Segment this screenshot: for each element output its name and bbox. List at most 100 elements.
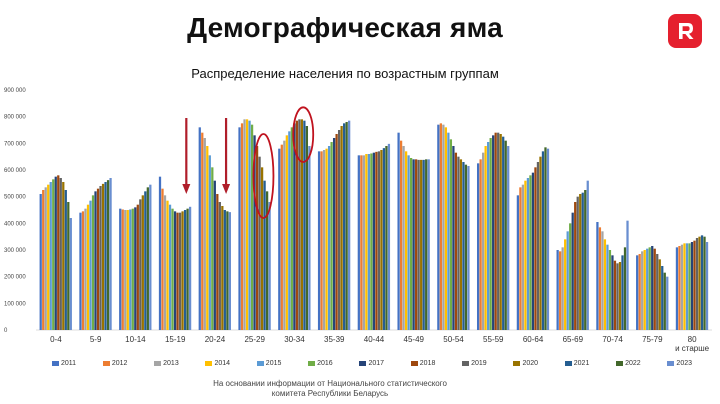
bar-65-69-2014: [564, 239, 567, 330]
bar-20-24-2022: [226, 211, 229, 330]
bar-5-9-2020: [101, 183, 105, 330]
bar-70-74-2020: [618, 262, 622, 330]
bar-55-59-2019: [497, 132, 500, 330]
bar-40-44-2023: [387, 143, 391, 330]
brand-logo: [668, 14, 702, 48]
bar-60-64-2016: [529, 175, 532, 330]
legend-label: 2017: [368, 360, 385, 367]
bar-55-59-2014: [484, 146, 487, 330]
bar-60-64-2011: [516, 195, 520, 330]
bar-10-14-2015: [129, 209, 132, 330]
bar-40-44-2021: [382, 148, 386, 330]
bar-50-54-2017: [452, 146, 455, 330]
bar-80 и старше-2022: [703, 236, 706, 330]
bar-0-4-2023: [69, 218, 72, 330]
bar-50-54-2018: [454, 152, 458, 330]
bar-0-4-2016: [52, 179, 55, 330]
bar-60-64-2015: [526, 178, 530, 330]
bar-20-24-2015: [208, 155, 211, 330]
bar-40-44-2013: [362, 155, 365, 330]
bar-25-29-2018: [255, 146, 259, 330]
bar-45-49-2012: [399, 140, 403, 330]
bar-35-39-2013: [322, 150, 326, 330]
bar-25-29-2012: [240, 123, 244, 330]
bar-45-49-2017: [412, 159, 415, 330]
bar-5-9-2022: [106, 180, 110, 330]
legend-swatch: [513, 361, 521, 366]
y-tick-label: 600 000: [4, 168, 26, 174]
x-tick-label: 45-49: [404, 335, 425, 344]
bar-45-49-2016: [410, 158, 413, 330]
bar-20-24-2011: [198, 127, 201, 330]
bar-25-29-2014: [245, 119, 249, 330]
bar-65-69-2021: [581, 192, 584, 330]
bar-15-19-2019: [178, 212, 182, 330]
bar-30-34-2023: [308, 146, 311, 330]
bar-15-19-2015: [168, 204, 172, 330]
bar-65-69-2013: [561, 247, 564, 330]
bar-60-64-2021: [541, 151, 545, 330]
bar-35-39-2015: [327, 146, 331, 330]
bar-70-74-2023: [626, 220, 629, 330]
bar-35-39-2020: [340, 126, 343, 330]
bar-75-79-2020: [658, 259, 661, 330]
bar-0-4-2021: [64, 190, 67, 330]
y-tick-label: 700 000: [4, 141, 26, 147]
bar-65-69-2015: [566, 231, 569, 330]
legend-item-2013: 2013: [154, 360, 179, 367]
bar-20-24-2018: [216, 194, 219, 330]
bar-0-4-2015: [49, 182, 52, 330]
y-tick-label: 900 000: [4, 88, 26, 94]
bar-80 и старше-2023: [705, 242, 709, 330]
bar-70-74-2018: [613, 260, 617, 330]
x-tick-label: 40-44: [364, 335, 385, 344]
bar-80 и старше-2012: [678, 246, 681, 330]
bar-45-49-2019: [417, 159, 420, 330]
bar-5-9-2023: [109, 178, 112, 330]
bar-0-4-2013: [44, 187, 47, 330]
bar-50-54-2021: [462, 162, 465, 330]
bar-60-64-2019: [536, 162, 540, 330]
bar-20-24-2019: [218, 202, 221, 330]
bar-5-9-2015: [89, 200, 92, 330]
legend-label: 2018: [419, 360, 436, 367]
bar-25-29-2020: [260, 167, 264, 330]
legend-label: 2021: [573, 360, 590, 367]
annotation-arrow-head: [222, 184, 231, 194]
bar-10-14-2021: [144, 191, 147, 330]
bar-70-74-2017: [611, 255, 614, 330]
bar-50-54-2019: [457, 156, 460, 330]
bar-60-64-2012: [519, 187, 522, 330]
bar-55-59-2012: [479, 159, 482, 330]
x-tick-label-line: и старше: [675, 344, 710, 353]
bar-45-49-2021: [422, 159, 425, 330]
bar-65-69-2023: [586, 180, 589, 330]
bar-80 и старше-2017: [690, 242, 694, 330]
x-tick-label: 35-39: [324, 335, 345, 344]
bar-30-34-2012: [280, 144, 283, 330]
x-tick-label: 10-14: [125, 335, 146, 344]
bar-75-79-2011: [636, 255, 639, 330]
y-tick-label: 100 000: [4, 301, 26, 307]
bar-35-39-2017: [332, 138, 336, 330]
bar-25-29-2019: [258, 156, 261, 330]
bar-65-69-2012: [559, 251, 562, 330]
bar-15-19-2023: [188, 206, 192, 330]
bar-55-59-2016: [489, 138, 492, 330]
bar-20-24-2023: [228, 212, 231, 330]
bar-55-59-2020: [499, 134, 502, 330]
bar-65-69-2018: [574, 202, 577, 330]
bar-80 и старше-2016: [688, 243, 691, 330]
bar-30-34-2014: [285, 135, 288, 330]
legend-item-2014: 2014: [205, 360, 230, 367]
x-tick-label: 70-74: [602, 335, 623, 344]
chart-title: Распределение населения по возрастным гр…: [191, 66, 499, 81]
bar-10-14-2023: [149, 184, 152, 330]
bar-35-39-2019: [337, 130, 341, 330]
bar-0-4-2019: [59, 178, 62, 330]
bar-30-34-2011: [278, 148, 281, 330]
bar-10-14-2019: [139, 199, 142, 330]
bar-5-9-2012: [81, 211, 85, 330]
x-tick-label: 15-19: [165, 335, 186, 344]
bar-65-69-2016: [569, 223, 572, 330]
